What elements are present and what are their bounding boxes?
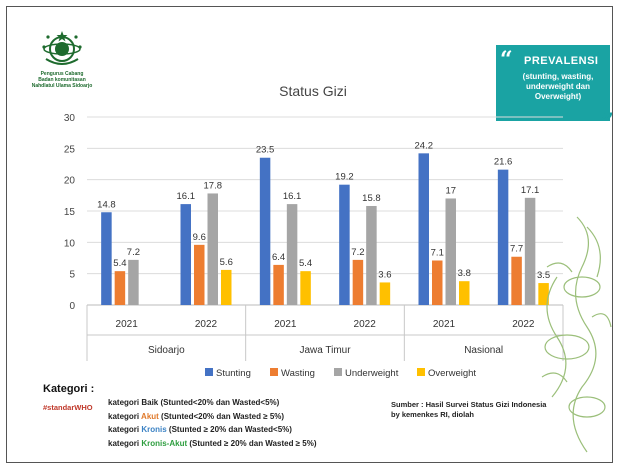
- data-label: 23.5: [256, 145, 275, 156]
- legend-swatch-wasting: [270, 368, 278, 376]
- decorative-ornament: [541, 216, 612, 453]
- bar-underweight: [366, 205, 377, 305]
- y-tick-label: 10: [64, 238, 76, 249]
- bar-wasting: [273, 264, 284, 305]
- data-label: 7.1: [431, 248, 444, 259]
- kategori-heading: Kategori :: [43, 383, 95, 395]
- kategori-item-kronis-akut: kategori Kronis-Akut (Stunted ≥ 20% dan …: [108, 438, 317, 448]
- data-label: 3.8: [458, 268, 471, 279]
- region-label: Jawa Timur: [299, 345, 351, 356]
- data-label: 7.2: [351, 247, 364, 258]
- legend-label-wasting: Wasting: [281, 368, 315, 379]
- bar-underweight: [286, 204, 298, 305]
- data-label: 17.8: [204, 180, 223, 191]
- data-label: 3.5: [537, 270, 550, 281]
- data-label: 15.8: [362, 193, 381, 204]
- data-label: 3.6: [378, 269, 391, 280]
- bar-overweight: [379, 282, 391, 305]
- source-note: Sumber : Hasil Survei Status Gizi Indone…: [391, 400, 547, 419]
- y-tick-label: 20: [64, 176, 76, 187]
- x-tick-label: 2021: [116, 319, 139, 330]
- data-label: 5.6: [220, 257, 233, 268]
- legend-swatch-stunting: [205, 368, 213, 376]
- legend-swatch-underweight: [334, 368, 342, 376]
- x-tick-label: 2021: [433, 319, 456, 330]
- data-label: 5.4: [113, 258, 126, 269]
- data-label: 7.2: [127, 247, 140, 258]
- kategori-item-baik: kategori Baik (Stunted<20% dan Wasted<5%…: [108, 398, 280, 407]
- bar-stunting: [418, 153, 429, 305]
- logo-text: Pengurus Cabang Badan komunitasan Nahdla…: [31, 71, 93, 89]
- bar-stunting: [339, 184, 350, 305]
- data-label: 16.1: [177, 191, 196, 202]
- bar-stunting: [259, 157, 271, 305]
- x-tick-label: 2022: [512, 319, 535, 330]
- x-tick-label: 2022: [354, 319, 377, 330]
- bar-overweight: [459, 281, 470, 305]
- data-label: 17.1: [521, 185, 540, 196]
- data-label: 14.8: [97, 199, 116, 210]
- y-tick-label: 30: [64, 113, 76, 124]
- bar-wasting: [194, 244, 205, 305]
- legend-label-stunting: Stunting: [216, 368, 251, 379]
- prevalensi-callout: “ PREVALENSI (stunting, wasting, underwe…: [496, 45, 612, 135]
- region-label: Nasional: [464, 345, 503, 356]
- kategori-item-akut: kategori Akut (Stunted<20% dan Wasted ≥ …: [108, 411, 285, 421]
- chart-title: Status Gizi: [279, 83, 347, 99]
- slide: Pengurus Cabang Badan komunitasan Nahdla…: [6, 6, 613, 463]
- standar-who-hashtag: #standarWHO: [43, 403, 93, 412]
- bar-underweight: [445, 198, 456, 305]
- data-label: 5.4: [299, 258, 312, 269]
- bar-underweight: [207, 193, 218, 305]
- bar-wasting: [352, 259, 364, 305]
- data-label: 19.2: [335, 172, 354, 183]
- region-label: Sidoarjo: [148, 345, 185, 356]
- bar-overweight: [300, 271, 311, 305]
- data-label: 9.6: [193, 232, 206, 243]
- bar-stunting: [180, 204, 191, 305]
- callout-subtitle: (stunting, wasting, underweight dan Over…: [522, 72, 594, 101]
- bar-stunting: [101, 212, 112, 305]
- bar-underweight: [524, 197, 536, 305]
- bar-overweight: [221, 269, 232, 305]
- data-label: 24.2: [415, 140, 434, 151]
- data-label: 16.1: [283, 191, 302, 202]
- data-label: 21.6: [494, 157, 513, 168]
- bar-underweight: [128, 259, 139, 305]
- x-tick-label: 2022: [195, 319, 218, 330]
- y-tick-label: 15: [64, 207, 76, 218]
- bar-stunting: [497, 169, 509, 305]
- callout-title: PREVALENSI: [524, 55, 599, 67]
- y-tick-label: 5: [69, 270, 75, 281]
- nu-logo-icon: [42, 31, 82, 65]
- kategori-item-kronis: kategori Kronis (Stunted ≥ 20% dan Waste…: [108, 425, 292, 434]
- y-tick-label: 0: [69, 301, 75, 312]
- bar-overweight: [538, 283, 549, 305]
- logo: Pengurus Cabang Badan komunitasan Nahdla…: [25, 29, 99, 89]
- data-label: 17: [445, 185, 456, 196]
- quote-open-icon: “: [500, 47, 513, 73]
- bar-wasting: [432, 260, 443, 305]
- quote-close-icon: ”: [601, 109, 613, 135]
- legend-swatch-overweight: [417, 368, 425, 376]
- legend-label-overweight: Overweight: [428, 368, 476, 379]
- y-tick-label: 25: [64, 144, 76, 155]
- bar-wasting: [511, 256, 522, 305]
- x-tick-label: 2021: [274, 319, 297, 330]
- data-label: 6.4: [272, 252, 285, 263]
- kategori-list: kategori Baik (Stunted<20% dan Wasted<5%…: [108, 396, 317, 450]
- legend-label-underweight: Underweight: [345, 368, 399, 379]
- data-label: 7.7: [510, 244, 523, 255]
- bar-wasting: [114, 271, 126, 305]
